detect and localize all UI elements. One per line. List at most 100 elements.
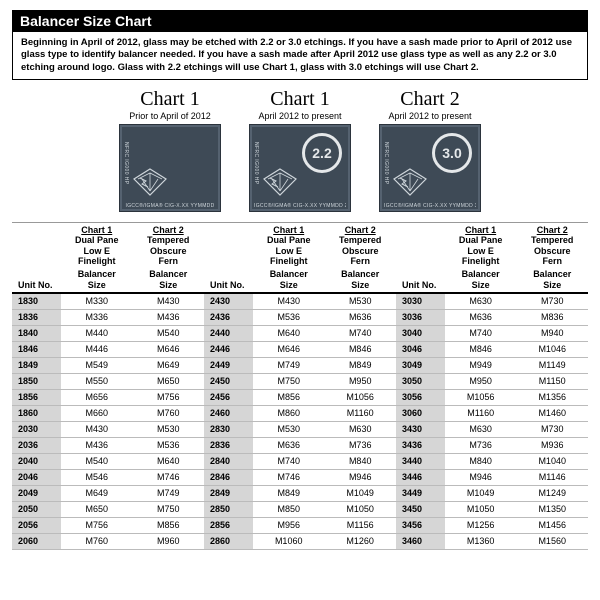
table-row: 1830M330M4302430M430M5303030M630M730 [12,293,588,310]
table-row: 2060M760M9602860M1060M12603460M1360M1560 [12,534,588,550]
cell-unit-no: 2430 [204,293,253,310]
cell-balancer-size: M646 [132,342,203,358]
cell-balancer-size: M540 [61,454,132,470]
glass-col-0: Chart 1Prior to April of 2012NFRC IG000 … [119,88,221,212]
cell-unit-no: 2446 [204,342,253,358]
cell-unit-no: 2049 [12,486,61,502]
cell-balancer-size: M650 [132,374,203,390]
cell-balancer-size: M846 [445,342,516,358]
cell-balancer-size: M1056 [445,390,516,406]
cell-balancer-size: M760 [132,406,203,422]
cell-unit-no: 2046 [12,470,61,486]
cell-balancer-size: M936 [516,438,588,454]
cell-balancer-size: M640 [253,326,324,342]
cell-unit-no: 3456 [396,518,445,534]
glass-tile: NFRC IG000 HPIGCC®/IGMA® CIG-X.XX YYMMDD [119,124,221,212]
col-chart2: Chart 2TemperedObscureFernBalancerSize [324,223,395,294]
col-chart1: Chart 1Dual PaneLow EFinelightBalancerSi… [445,223,516,294]
cell-balancer-size: M530 [324,293,395,310]
cell-balancer-size: M336 [61,310,132,326]
tile-side-text: NFRC IG000 HP [122,131,129,195]
cell-unit-no: 1830 [12,293,61,310]
cell-balancer-size: M430 [253,293,324,310]
etching-ring: 2.2 [302,133,342,173]
cell-balancer-size: M636 [445,310,516,326]
cell-unit-no: 2846 [204,470,253,486]
cell-unit-no: 3046 [396,342,445,358]
cell-balancer-size: M650 [61,502,132,518]
tile-side-text: NFRC IG000 HP [382,131,389,195]
cell-balancer-size: M430 [132,293,203,310]
cell-balancer-size: M446 [61,342,132,358]
cell-unit-no: 3049 [396,358,445,374]
cell-balancer-size: M440 [61,326,132,342]
cell-balancer-size: M940 [516,326,588,342]
cell-balancer-size: M1049 [445,486,516,502]
cell-balancer-size: M950 [324,374,395,390]
cell-balancer-size: M1456 [516,518,588,534]
cell-unit-no: 1860 [12,406,61,422]
cell-balancer-size: M756 [61,518,132,534]
cell-balancer-size: M730 [516,422,588,438]
cell-balancer-size: M746 [253,470,324,486]
cell-unit-no: 3430 [396,422,445,438]
glass-tile: NFRC IG000 HP 2.2 IGCC®/IGMA® CIG-X.XX YYM… [249,124,351,212]
cell-balancer-size: M856 [132,518,203,534]
cell-balancer-size: M636 [324,310,395,326]
diamond-logo-icon [392,167,428,197]
cell-balancer-size: M960 [132,534,203,550]
cell-unit-no: 3436 [396,438,445,454]
cell-balancer-size: M946 [324,470,395,486]
cell-unit-no: 3440 [396,454,445,470]
cell-balancer-size: M550 [61,374,132,390]
cell-balancer-size: M656 [61,390,132,406]
col-chart1: Chart 1Dual PaneLow EFinelightBalancerSi… [61,223,132,294]
table-row: 1850M550M6502450M750M9503050M950M1150 [12,374,588,390]
col-unit-no: Unit No. [204,223,253,294]
cell-balancer-size: M540 [132,326,203,342]
cell-unit-no: 3030 [396,293,445,310]
tile-code-text: IGCC®/IGMA® CIG-X.XX YYMMDD 2.2 [254,203,346,209]
glass-row: Chart 1Prior to April of 2012NFRC IG000 … [12,88,588,212]
cell-unit-no: 3446 [396,470,445,486]
cell-unit-no: 1856 [12,390,61,406]
cell-balancer-size: M849 [253,486,324,502]
cell-unit-no: 2460 [204,406,253,422]
table-row: 1836M336M4362436M536M6363036M636M836 [12,310,588,326]
cell-unit-no: 2449 [204,358,253,374]
table-body: 1830M330M4302430M430M5303030M630M7301836… [12,293,588,550]
col-unit-no: Unit No. [12,223,61,294]
cell-unit-no: 2856 [204,518,253,534]
cell-balancer-size: M530 [132,422,203,438]
cell-balancer-size: M1046 [516,342,588,358]
table-row: 1840M440M5402440M640M7403040M740M940 [12,326,588,342]
cell-balancer-size: M536 [253,310,324,326]
cell-balancer-size: M850 [253,502,324,518]
cell-unit-no: 2440 [204,326,253,342]
cell-balancer-size: M1360 [445,534,516,550]
table-row: 1849M549M6492449M749M8493049M949M1149 [12,358,588,374]
cell-balancer-size: M949 [445,358,516,374]
cell-balancer-size: M1350 [516,502,588,518]
cell-unit-no: 3449 [396,486,445,502]
cell-unit-no: 3060 [396,406,445,422]
cell-balancer-size: M436 [61,438,132,454]
cell-balancer-size: M740 [324,326,395,342]
col-chart2: Chart 2TemperedObscureFernBalancerSize [516,223,588,294]
cell-unit-no: 2860 [204,534,253,550]
cell-balancer-size: M549 [61,358,132,374]
cell-balancer-size: M430 [61,422,132,438]
cell-balancer-size: M740 [445,326,516,342]
cell-balancer-size: M630 [324,422,395,438]
cell-unit-no: 2450 [204,374,253,390]
cell-balancer-size: M1460 [516,406,588,422]
cell-balancer-size: M1260 [324,534,395,550]
cell-unit-no: 2849 [204,486,253,502]
tile-side-text: NFRC IG000 HP [252,131,259,195]
cell-balancer-size: M546 [61,470,132,486]
cell-balancer-size: M946 [445,470,516,486]
cell-unit-no: 2040 [12,454,61,470]
cell-balancer-size: M1249 [516,486,588,502]
cell-balancer-size: M746 [132,470,203,486]
page: Balancer Size Chart Beginning in April o… [0,0,600,600]
